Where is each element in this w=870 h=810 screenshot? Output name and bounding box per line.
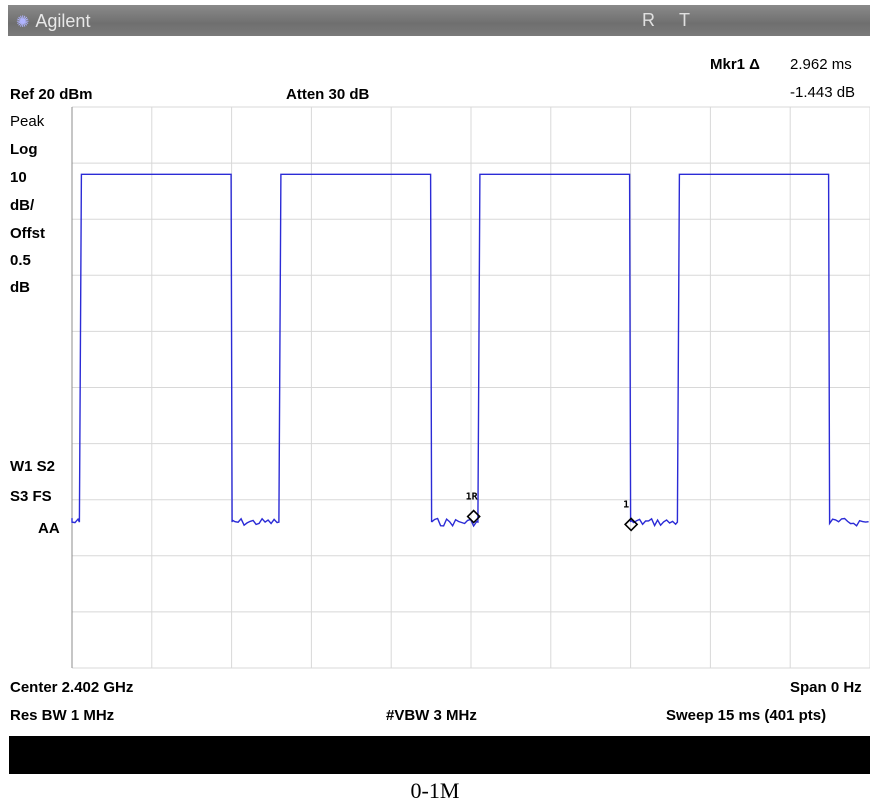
- attenuation: Atten 30 dB: [286, 86, 370, 103]
- brand-name: Agilent: [35, 11, 91, 31]
- trace-mode-3: AA: [38, 520, 60, 537]
- brand: ✺ Agilent: [16, 11, 90, 32]
- marker-diamond: [466, 509, 481, 524]
- scale-log: Log: [10, 141, 38, 158]
- graticule: [71, 106, 870, 669]
- title-bar: ✺ Agilent R T: [8, 5, 870, 36]
- center-freq: Center 2.402 GHz: [10, 679, 134, 696]
- scale-value: 10: [10, 169, 27, 186]
- trigger-indicator: T: [679, 10, 690, 30]
- marker-label: Mkr1 Δ: [710, 56, 760, 73]
- scale-unit: dB/: [10, 197, 35, 214]
- video-bw: #VBW 3 MHz: [386, 707, 477, 724]
- agilent-logo-icon: ✺: [16, 14, 30, 31]
- span: Span 0 Hz: [790, 679, 862, 696]
- trace-mode-2: S3 FS: [10, 488, 52, 505]
- status-bar: [9, 736, 870, 774]
- res-bw: Res BW 1 MHz: [10, 707, 115, 724]
- marker-level: -1.443 dB: [790, 84, 856, 101]
- offset-value: 0.5: [10, 252, 31, 269]
- trace-mode-1: W1 S2: [10, 458, 56, 475]
- marker-diamond: [624, 517, 639, 532]
- remote-indicator: R: [642, 10, 655, 30]
- sweep-time: Sweep 15 ms (401 pts): [666, 707, 827, 724]
- markers: 1R 1: [466, 492, 639, 532]
- caption: 0-1M: [410, 778, 460, 803]
- offset-unit: dB: [10, 279, 30, 296]
- marker-label-2: 1: [623, 499, 629, 510]
- trace-line: [71, 173, 869, 528]
- offset-label: Offst: [10, 225, 45, 242]
- detector-peak: Peak: [10, 113, 45, 130]
- marker-time: 2.962 ms: [790, 56, 852, 73]
- marker-label-1: 1R: [466, 492, 479, 503]
- ref-level: Ref 20 dBm: [10, 86, 93, 103]
